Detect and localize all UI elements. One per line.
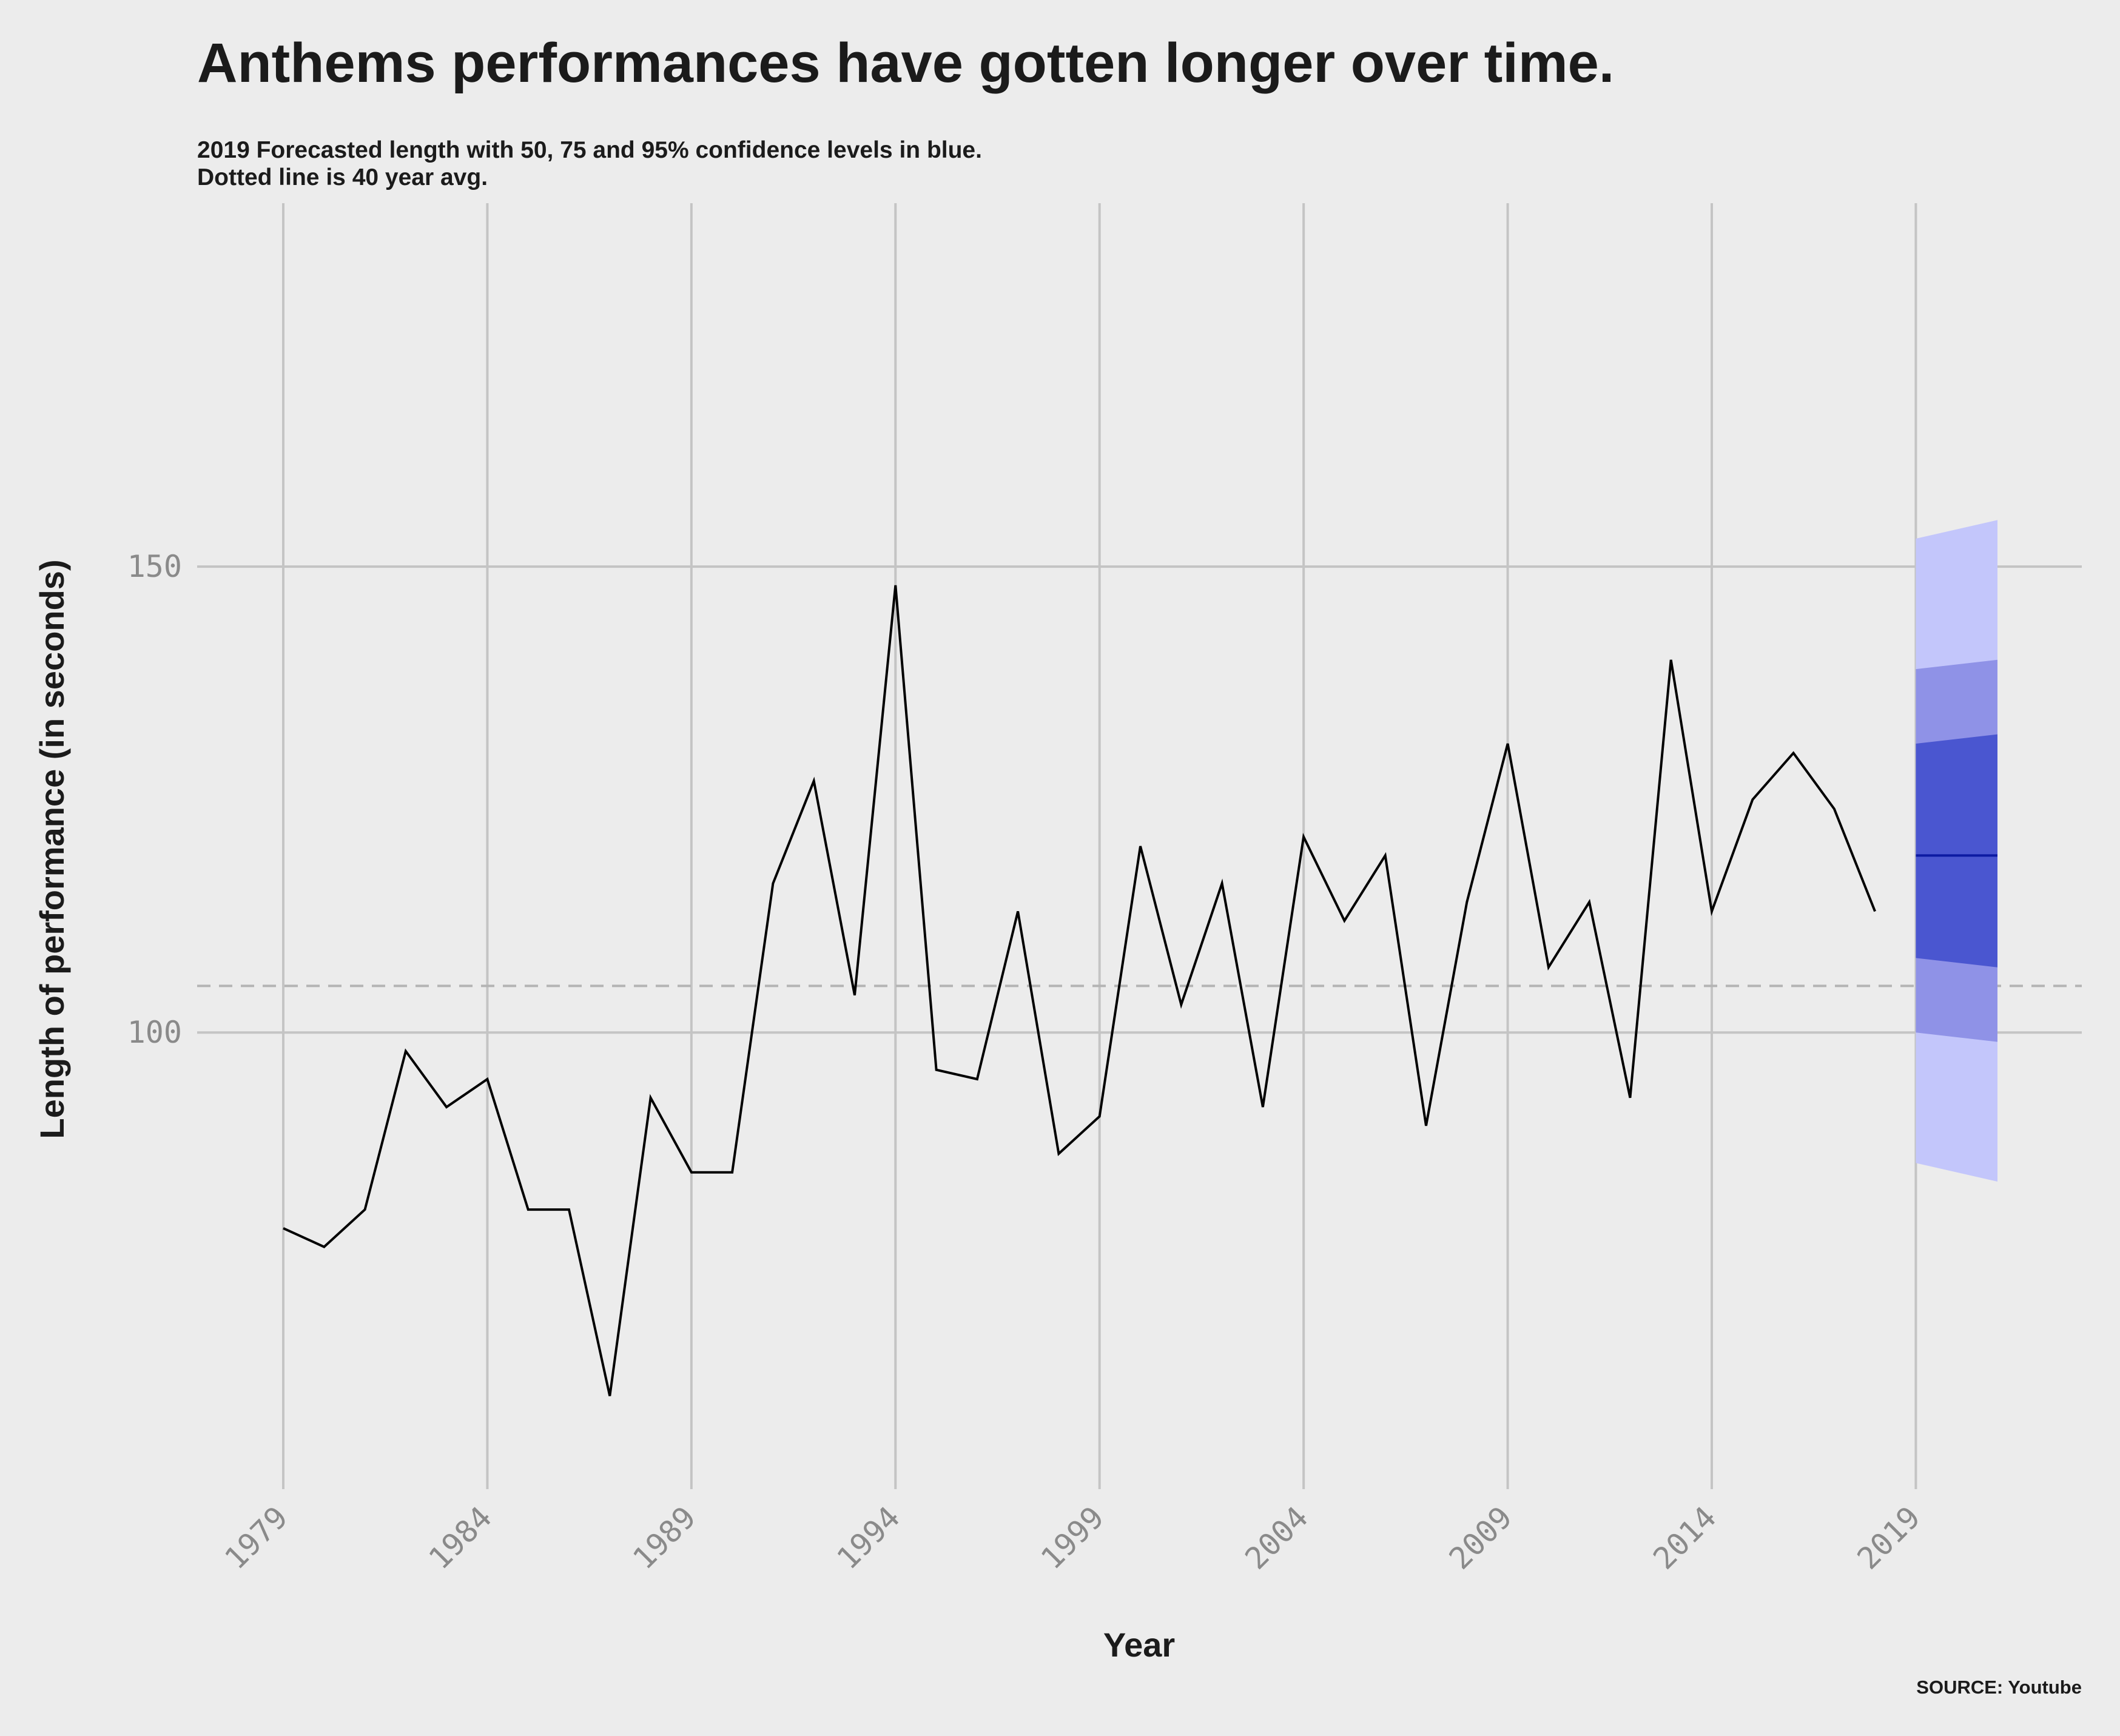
chart-subtitle-line-2: Dotted line is 40 year avg. (197, 164, 488, 190)
x-tick-label-1989: 1989 (626, 1499, 702, 1576)
series-layer (283, 585, 1876, 1396)
tick-labels: 1979 1984 1989 1994 1999 2004 2009 2014 2019 100 1… (127, 549, 1927, 1576)
forecast-bands (1916, 520, 1997, 1182)
series-line-0 (283, 585, 1876, 1396)
x-tick-label-2004: 2004 (1238, 1499, 1314, 1576)
x-axis-title: Year (1103, 1626, 1175, 1664)
chart-title: Anthems performances have gotten longer … (197, 32, 1614, 94)
x-tick-label-2019: 2019 (1851, 1499, 1927, 1576)
x-tick-label-1994: 1994 (830, 1499, 907, 1576)
source-note: SOURCE: Youtube (1916, 1677, 2082, 1698)
x-tick-label-1999: 1999 (1034, 1499, 1111, 1576)
forecast-band-50pct (1916, 734, 1997, 967)
chart-subtitle-line-1: 2019 Forecasted length with 50, 75 and 9… (197, 137, 982, 163)
x-tick-label-2014: 2014 (1646, 1499, 1723, 1576)
y-tick-label-100: 100 (127, 1015, 182, 1050)
x-tick-label-1984: 1984 (422, 1499, 499, 1576)
x-tick-label-1979: 1979 (218, 1499, 294, 1576)
y-tick-label-150: 150 (127, 549, 182, 584)
y-axis-title: Length of performance (in seconds) (33, 559, 71, 1139)
x-tick-label-2009: 2009 (1442, 1499, 1519, 1576)
